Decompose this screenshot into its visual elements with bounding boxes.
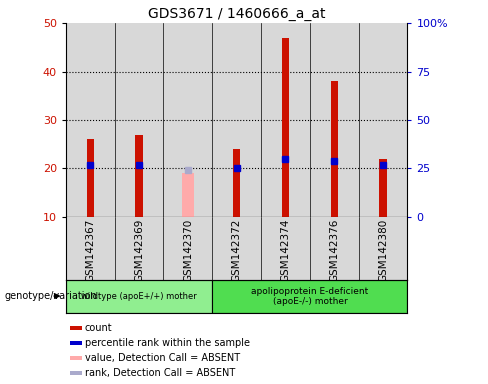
Text: rank, Detection Call = ABSENT: rank, Detection Call = ABSENT bbox=[85, 368, 235, 378]
Bar bbox=[379, 159, 386, 217]
Bar bbox=[212, 280, 407, 313]
Text: GSM142372: GSM142372 bbox=[232, 219, 242, 282]
Bar bbox=[359, 23, 407, 217]
Bar bbox=[163, 23, 212, 217]
Bar bbox=[233, 149, 240, 217]
Bar bbox=[212, 23, 261, 217]
Bar bbox=[310, 23, 359, 217]
Bar bbox=[70, 356, 82, 360]
Text: wildtype (apoE+/+) mother: wildtype (apoE+/+) mother bbox=[81, 292, 197, 301]
Text: count: count bbox=[85, 323, 113, 333]
Bar bbox=[66, 280, 212, 313]
Text: percentile rank within the sample: percentile rank within the sample bbox=[85, 338, 250, 348]
Bar bbox=[70, 341, 82, 345]
Title: GDS3671 / 1460666_a_at: GDS3671 / 1460666_a_at bbox=[148, 7, 325, 21]
Text: GSM142367: GSM142367 bbox=[85, 219, 95, 282]
Bar bbox=[330, 81, 338, 217]
Text: apolipoprotein E-deficient
(apoE-/-) mother: apolipoprotein E-deficient (apoE-/-) mot… bbox=[251, 287, 368, 306]
Text: GSM142369: GSM142369 bbox=[134, 219, 144, 282]
Text: GSM142374: GSM142374 bbox=[281, 219, 290, 282]
Text: value, Detection Call = ABSENT: value, Detection Call = ABSENT bbox=[85, 353, 240, 363]
Bar bbox=[261, 23, 310, 217]
Bar bbox=[115, 23, 163, 217]
Bar bbox=[136, 134, 143, 217]
Text: genotype/variation: genotype/variation bbox=[5, 291, 98, 301]
Bar bbox=[70, 371, 82, 374]
Bar bbox=[70, 326, 82, 330]
Bar bbox=[87, 139, 94, 217]
Bar bbox=[66, 23, 115, 217]
Text: GSM142370: GSM142370 bbox=[183, 219, 193, 282]
Bar bbox=[182, 173, 194, 217]
Bar bbox=[282, 38, 289, 217]
Text: GSM142380: GSM142380 bbox=[378, 219, 388, 282]
Text: GSM142376: GSM142376 bbox=[329, 219, 339, 282]
